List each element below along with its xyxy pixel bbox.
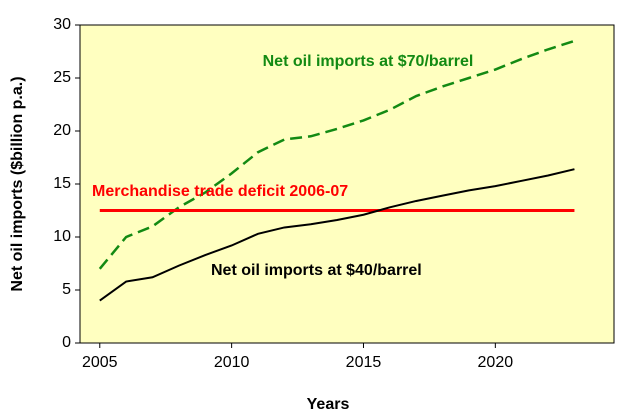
series-line [98, 39, 575, 270]
y-tick-label: 25 [53, 69, 71, 86]
series-line [99, 168, 575, 302]
series-label: Net oil imports at $40/barrel [211, 262, 422, 279]
y-tick-label: 30 [53, 16, 71, 33]
x-tick-label: 2020 [478, 354, 514, 371]
x-tick-label: 2010 [214, 354, 250, 371]
x-tick-label: 2005 [82, 354, 118, 371]
y-tick-label: 5 [62, 281, 71, 298]
x-tick-label: 2015 [346, 354, 382, 371]
plot-area [79, 24, 615, 344]
y-tick-label: 10 [53, 228, 71, 245]
y-tick-label: 0 [62, 334, 71, 351]
series-label: Net oil imports at $70/barrel [263, 53, 474, 70]
y-tick-label: 15 [53, 175, 71, 192]
x-axis-label: Years [307, 396, 350, 413]
y-tick-label: 20 [53, 122, 71, 139]
y-axis-label: Net oil imports ($billion p.a.) [9, 76, 26, 291]
series-label: Merchandise trade deficit 2006-07 [92, 183, 348, 200]
